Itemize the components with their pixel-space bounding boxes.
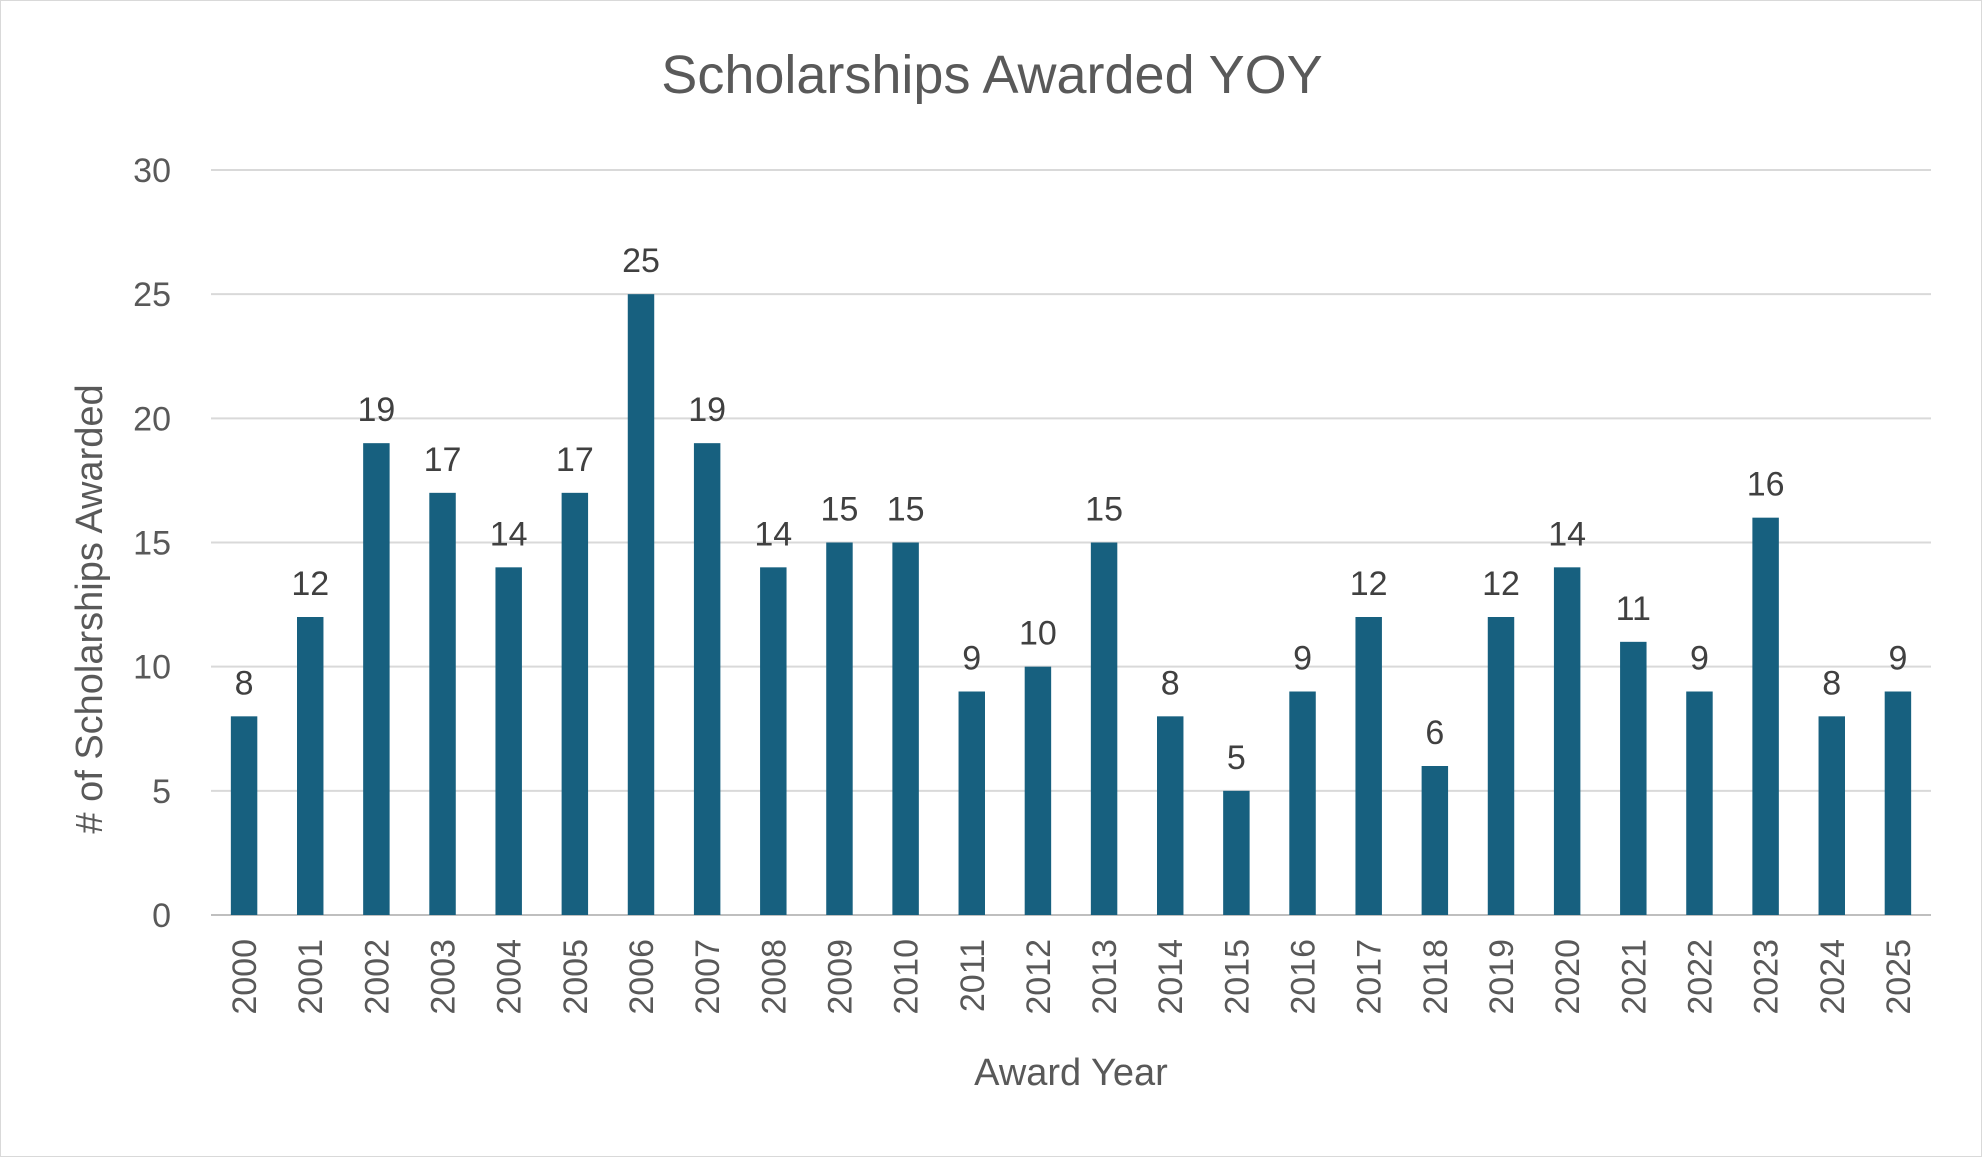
x-tick-label: 2006: [623, 939, 661, 1015]
x-axis-title: Award Year: [974, 1052, 1168, 1094]
x-tick-label: 2018: [1417, 939, 1455, 1015]
bar: [1620, 641, 1647, 915]
data-label: 9: [1690, 640, 1709, 678]
y-axis-title: # of Scholarships Awarded: [69, 384, 111, 833]
x-tick-label: 2005: [557, 939, 595, 1015]
x-tick-label: 2001: [292, 939, 330, 1015]
data-label: 9: [1293, 640, 1312, 678]
x-axis-ticks: 2000 2001 2002 2003 2004 2005 2006 2007 2008 2009…: [226, 939, 1918, 1015]
x-tick-label: 2003: [425, 939, 463, 1015]
bar: [495, 567, 522, 915]
data-label: 14: [1548, 515, 1586, 553]
x-tick-label: 2010: [888, 939, 926, 1015]
data-label: 6: [1425, 714, 1444, 752]
bar: [826, 542, 853, 915]
data-label: 10: [1019, 615, 1057, 653]
data-label: 15: [887, 491, 925, 529]
x-tick-label: 2024: [1814, 939, 1852, 1015]
bar: [429, 492, 456, 915]
bar: [1421, 766, 1449, 915]
y-tick-label: 25: [133, 276, 171, 314]
bars: [230, 294, 1912, 916]
x-tick-label: 2014: [1152, 939, 1190, 1015]
bar: [561, 492, 589, 915]
x-tick-label: 2012: [1020, 939, 1058, 1015]
data-label: 14: [490, 515, 528, 553]
bar: [1289, 691, 1316, 915]
x-tick-label: 2002: [358, 939, 396, 1015]
x-tick-label: 2016: [1285, 939, 1323, 1015]
data-label: 11: [1616, 590, 1651, 628]
bar: [760, 567, 787, 915]
bar: [693, 443, 721, 915]
bar: [1223, 790, 1250, 915]
x-tick-label: 2007: [689, 939, 727, 1015]
data-label: 8: [235, 664, 254, 702]
bar: [1157, 716, 1184, 915]
bar: [892, 542, 919, 915]
data-label: 15: [821, 491, 859, 529]
bar: [363, 443, 390, 915]
data-label: 19: [357, 391, 395, 429]
bar: [1090, 542, 1118, 915]
bar: [627, 294, 655, 916]
x-tick-label: 2013: [1086, 939, 1124, 1015]
bar: [1686, 691, 1713, 915]
data-label: 9: [962, 640, 981, 678]
bar: [1355, 617, 1382, 915]
y-tick-label: 5: [152, 773, 171, 811]
data-label: 15: [1085, 491, 1123, 529]
data-label: 25: [622, 242, 660, 280]
x-tick-label: 2017: [1351, 939, 1389, 1015]
x-tick-label: 2022: [1681, 939, 1719, 1015]
y-tick-label: 15: [133, 525, 171, 563]
data-label: 17: [424, 441, 462, 479]
data-label: 5: [1227, 739, 1246, 777]
bar: [297, 617, 324, 915]
bar: [958, 691, 985, 915]
bar: [1487, 617, 1515, 915]
data-label: 9: [1888, 640, 1907, 678]
x-tick-label: 2009: [821, 939, 859, 1015]
data-label: 12: [1350, 565, 1388, 603]
bar: [230, 716, 258, 915]
x-tick-label: 2023: [1748, 939, 1786, 1015]
x-tick-label: 2019: [1483, 939, 1521, 1015]
y-tick-label: 10: [133, 649, 171, 687]
x-tick-label: 2008: [755, 939, 793, 1015]
data-label: 8: [1161, 664, 1180, 702]
gridlines: [211, 169, 1931, 916]
y-tick-label: 20: [133, 400, 171, 438]
data-labels: 8 12 19 17 14 17 25 19 14 15 15 9 10 15 8 5 9 12 6 12 14 11 9 1…: [235, 242, 1908, 777]
bar: [1752, 517, 1779, 915]
x-tick-label: 2021: [1615, 939, 1653, 1015]
data-label: 14: [754, 515, 792, 553]
x-tick-label: 2000: [226, 939, 264, 1015]
data-label: 12: [291, 565, 329, 603]
x-tick-label: 2015: [1218, 939, 1256, 1015]
bar: [1818, 716, 1845, 915]
x-tick-label: 2025: [1880, 939, 1918, 1015]
data-label: 16: [1747, 466, 1785, 504]
y-axis-ticks: 0 5 10 15 20 25 30: [133, 152, 171, 935]
y-tick-label: 0: [152, 897, 171, 935]
bar: [1553, 567, 1581, 915]
data-label: 19: [688, 391, 726, 429]
data-label: 17: [556, 441, 594, 479]
data-label: 8: [1822, 664, 1841, 702]
y-tick-label: 30: [133, 152, 171, 190]
chart-title: Scholarships Awarded YOY: [661, 45, 1322, 105]
x-tick-label: 2011: [954, 939, 992, 1012]
data-label: 12: [1482, 565, 1520, 603]
bar: [1884, 691, 1912, 915]
x-tick-label: 2020: [1549, 939, 1587, 1015]
x-tick-label: 2004: [491, 939, 529, 1015]
bar: [1024, 666, 1052, 915]
